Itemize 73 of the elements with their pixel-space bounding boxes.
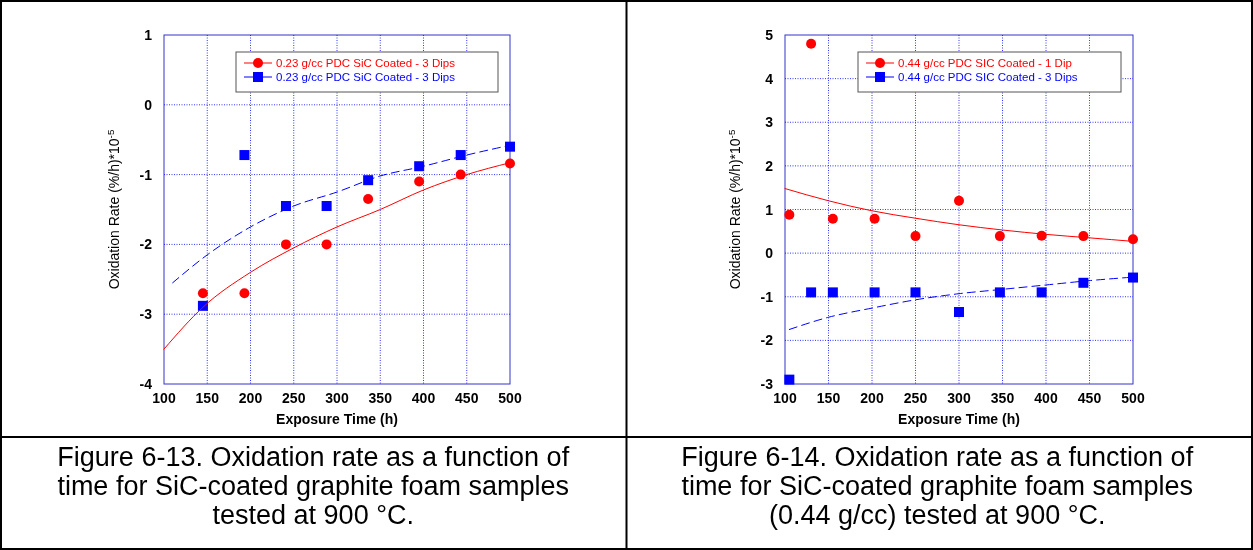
point: [505, 141, 515, 152]
point: [321, 201, 332, 212]
caption: Figure 6-14. Oxidation rate as a function of time for SiC-coated graphite foam samples (0.44 g/cc) tested at 900 °C.: [681, 442, 1194, 530]
point: [321, 239, 332, 250]
x-tick-label: 450: [455, 390, 479, 406]
y-tick-label: 0: [144, 96, 153, 113]
point: [994, 231, 1005, 242]
x-tick-label: 100: [773, 390, 797, 406]
point: [414, 176, 425, 187]
x-tick-label: 250: [282, 390, 306, 406]
x-tick-label: 350: [368, 390, 393, 406]
point: [1128, 272, 1138, 283]
x-axis-title: Exposure Time (h): [898, 411, 1020, 427]
point: [869, 287, 880, 298]
x-tick-label: 350: [990, 390, 1015, 406]
x-tick-label: 200: [238, 390, 263, 406]
x-tick-label: 300: [947, 390, 971, 406]
point: [954, 307, 964, 318]
y-tick-label: -2: [139, 236, 153, 253]
point: [197, 288, 208, 299]
y-tick-label: -4: [139, 376, 153, 392]
y-tick-label: 1: [144, 27, 153, 43]
point: [784, 209, 795, 220]
point: [239, 150, 250, 161]
legend-label: 0.44 g/cc PDC SIC Coated - 3 Dips: [898, 71, 1078, 83]
legend-label: 0.23 g/cc PDC SiC Coated - 3 Dips: [276, 71, 456, 83]
point: [954, 195, 964, 206]
point: [910, 231, 921, 242]
point: [1036, 287, 1047, 298]
y-tick-label: 5: [765, 27, 774, 43]
legend-label: 0.44 g/cc PDC SIC Coated - 1 Dip: [898, 57, 1072, 69]
point: [505, 158, 515, 169]
x-tick-label: 400: [411, 390, 436, 406]
point: [806, 287, 817, 298]
point: [784, 374, 795, 385]
point: [1078, 277, 1089, 288]
point: [239, 288, 250, 299]
y-tick-label: -3: [760, 376, 774, 392]
x-tick-label: 100: [152, 390, 176, 406]
point: [994, 287, 1005, 298]
x-tick-label: 200: [860, 390, 884, 406]
x-tick-label: 150: [816, 390, 841, 406]
y-tick-label: -3: [139, 306, 153, 323]
point: [280, 239, 291, 250]
point: [806, 38, 817, 49]
x-axis-title: Exposure Time (h): [276, 411, 398, 427]
y-tick-label: 2: [765, 157, 774, 174]
legend-label: 0.23 g/cc PDC SiC Coated - 3 Dips: [276, 57, 456, 69]
y-tick-label: 1: [765, 201, 774, 218]
point: [280, 201, 291, 212]
point: [910, 287, 921, 298]
y-tick-label: 4: [765, 70, 774, 87]
caption: Figure 6-13. Oxidation rate as a function of time for SiC-coated graphite foam samples tested at 900 °C.: [57, 442, 570, 530]
x-tick-label: 250: [903, 390, 928, 406]
x-tick-label: 400: [1034, 390, 1058, 406]
y-tick-label: -1: [760, 288, 774, 305]
point: [827, 287, 838, 298]
y-tick-label: 0: [765, 245, 774, 262]
y-tick-label: -2: [760, 332, 774, 349]
y-tick-label: -1: [139, 166, 153, 183]
point: [363, 194, 374, 205]
x-tick-label: 500: [498, 390, 522, 406]
point: [414, 161, 425, 172]
point: [827, 213, 838, 224]
x-tick-label: 300: [325, 390, 349, 406]
y-tick-label: 3: [765, 114, 774, 131]
point: [455, 150, 466, 161]
point: [363, 175, 374, 186]
point: [1128, 234, 1138, 245]
x-tick-label: 450: [1077, 390, 1102, 406]
point: [869, 213, 880, 224]
x-tick-label: 150: [195, 390, 220, 406]
x-tick-label: 500: [1121, 390, 1145, 406]
